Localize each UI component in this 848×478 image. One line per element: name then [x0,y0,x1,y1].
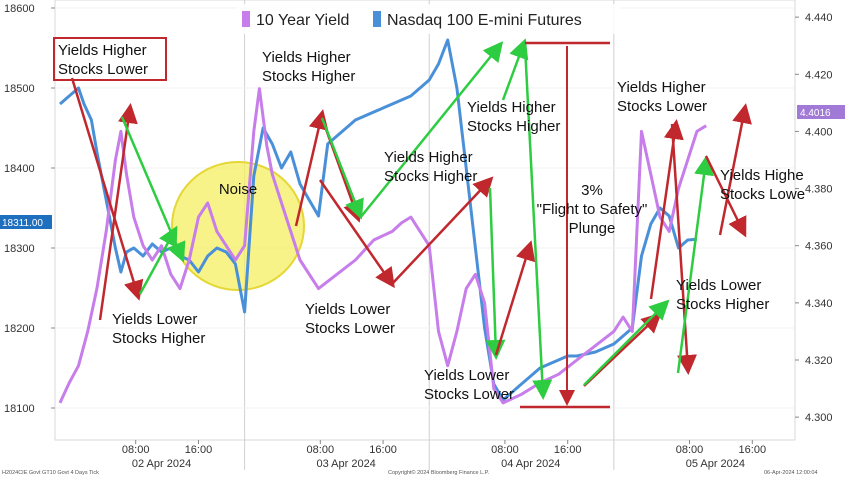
date-label: 04 Apr 2024 [501,458,560,470]
right-tick-label: 4.300 [805,412,833,424]
x-tick-label: 08:00 [307,444,335,456]
annotation-7: 3% "Flight to Safety" Plunge [537,182,648,237]
series-layer [58,38,707,405]
left-tick-label: 18200 [4,323,35,335]
annotation-8: Yields Lower Stocks Higher [112,311,205,347]
annotation-2: Yields Higher Stocks Higher [467,99,560,135]
date-label: 03 Apr 2024 [316,458,375,470]
annotation-10: Yields Lower Stocks Lower [424,367,514,403]
annotation-11: Yields Lower Stocks Higher [676,277,769,313]
left-value-tag-text: 18311.00 [2,218,43,229]
date-label: 05 Apr 2024 [686,458,745,470]
right-tick-label: 4.420 [805,69,833,81]
legend-swatch-nasdaq [373,11,381,27]
trend-arrow-4 [294,109,329,227]
x-tick-label: 16:00 [369,444,397,456]
left-tick-label: 18600 [4,3,35,15]
trend-arrow-20 [718,103,752,236]
left-tick-label: 18500 [4,83,35,95]
axes: 18600 18500 18400 18300 18200 18100 4.440 4.420… [4,3,833,470]
annotation-0: Yields Higher Stocks Lower [58,42,148,78]
trend-arrow-9 [391,176,494,285]
right-tick-label: 4.440 [805,12,833,24]
footer-center: Copyright© 2024 Bloomberg Finance L.P. [388,469,490,476]
yield-series-line [58,87,707,405]
x-tick-label: 16:00 [185,444,213,456]
trend-arrow-8 [318,179,395,289]
x-tick-label: 08:00 [122,444,150,456]
left-tick-label: 18100 [4,403,35,415]
trend-arrow-13 [523,45,553,400]
left-tick-label: 18400 [4,163,35,175]
trend-arrow-10 [485,187,506,360]
annotation-9: Yields Lower Stocks Lower [305,301,395,337]
right-tick-label: 4.380 [805,184,833,196]
trend-arrow-6 [320,117,364,220]
right-tick-label: 4.320 [805,355,833,367]
trend-arrow-15 [583,299,670,386]
annotation-5: Yields Highe Stocks Lowe [720,167,805,203]
left-tick-label: 18300 [4,243,35,255]
right-value-tag-text: 4.4016 [800,108,831,119]
trend-arrow-17 [670,123,698,375]
legend-label-nasdaq: Nasdaq 100 E-mini Futures [387,12,582,29]
trend-arrow-12 [501,38,529,101]
annotation-3: Yields Higher Stocks Higher [384,149,477,185]
x-tick-label: 16:00 [554,444,582,456]
x-tick-label: 08:00 [491,444,519,456]
trend-arrow-7 [359,41,504,219]
annotation-1: Yields Higher Stocks Higher [262,49,355,85]
x-tick-label: 16:00 [739,444,767,456]
trend-arrow-1 [98,103,138,321]
trend-arrow-3 [138,225,178,295]
footer: H2024CIE Govt GT10 Govt 4 Days Tick Copy… [2,469,818,476]
footer-right: 06-Apr-2024 12:00:04 [764,470,818,476]
date-label: 02 Apr 2024 [132,458,191,470]
x-tick-label: 08:00 [676,444,704,456]
legend-label-yield: 10 Year Yield [256,12,349,29]
legend: 10 Year Yield Nasdaq 100 E-mini Futures [236,4,621,34]
right-tick-label: 4.360 [805,241,833,253]
trend-arrow-16 [649,119,684,300]
legend-swatch-yield [242,11,250,27]
right-tick-label: 4.400 [805,126,833,138]
annotation-6: Noise [219,181,257,198]
left-value-tag: 18311.00 [0,215,52,229]
annotation-4: Yields Higher Stocks Lower [617,79,707,115]
footer-left: H2024CIE Govt GT10 Govt 4 Days Tick [2,470,99,476]
plunge-bracket [520,41,610,409]
trend-arrow-0 [70,77,144,301]
right-tick-label: 4.340 [805,298,833,310]
trend-arrow-19 [704,155,747,238]
nasdaq-series-line [59,38,698,402]
annotation-box [53,37,167,81]
trend-arrows [70,38,752,400]
annotations: Yields Higher Stocks Lower Yields Higher St… [53,37,805,403]
trend-arrow-18 [676,155,714,374]
trend-arrow-11 [494,240,536,356]
right-value-tag: 4.4016 [797,105,845,119]
